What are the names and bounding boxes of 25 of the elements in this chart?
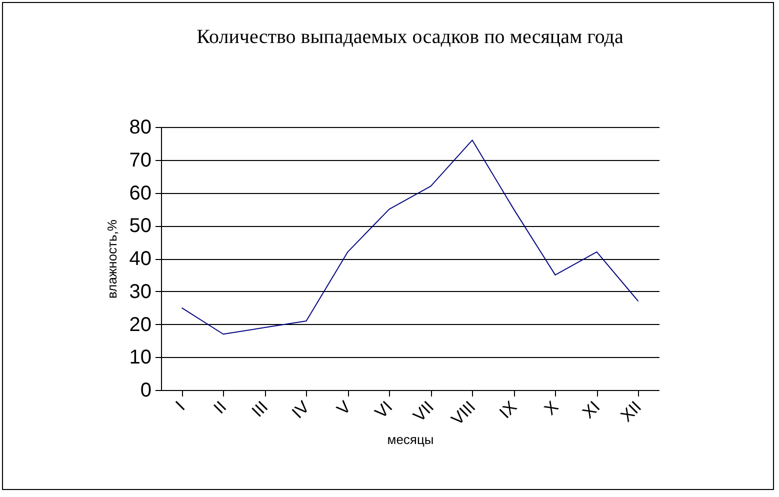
y-tick-label: 10 (129, 346, 152, 369)
y-tick-label: 40 (129, 248, 152, 270)
x-tick-label: II (210, 397, 230, 418)
y-tick-label: 80 (129, 116, 152, 138)
x-tick-label: VIII (448, 397, 480, 429)
x-tick-label: X (540, 397, 562, 419)
x-tick-label: VII (409, 397, 438, 426)
x-tick-label: I (172, 397, 189, 414)
x-tick-label: XII (616, 397, 646, 426)
y-tick-label: 70 (129, 149, 152, 172)
y-tick-label: 60 (129, 182, 152, 204)
x-tick-label: XI (578, 397, 604, 422)
line-series (181, 140, 639, 335)
x-tick-label: III (248, 397, 272, 421)
x-tick-label: IV (288, 396, 314, 422)
x-tick-label: V (333, 396, 356, 419)
chart-title: Количество выпадаемых осадков по месяцам года (196, 26, 624, 48)
x-axis-title: месяцы (387, 432, 434, 448)
y-tick-label: 30 (129, 280, 152, 303)
x-tick-label: VI (371, 397, 396, 422)
x-tick-label: IX (496, 397, 521, 422)
y-tick-label: 0 (140, 380, 152, 402)
y-tick-label: 50 (129, 215, 152, 238)
y-axis-title: влажность,% (104, 219, 120, 298)
y-tick-label: 20 (129, 314, 152, 336)
